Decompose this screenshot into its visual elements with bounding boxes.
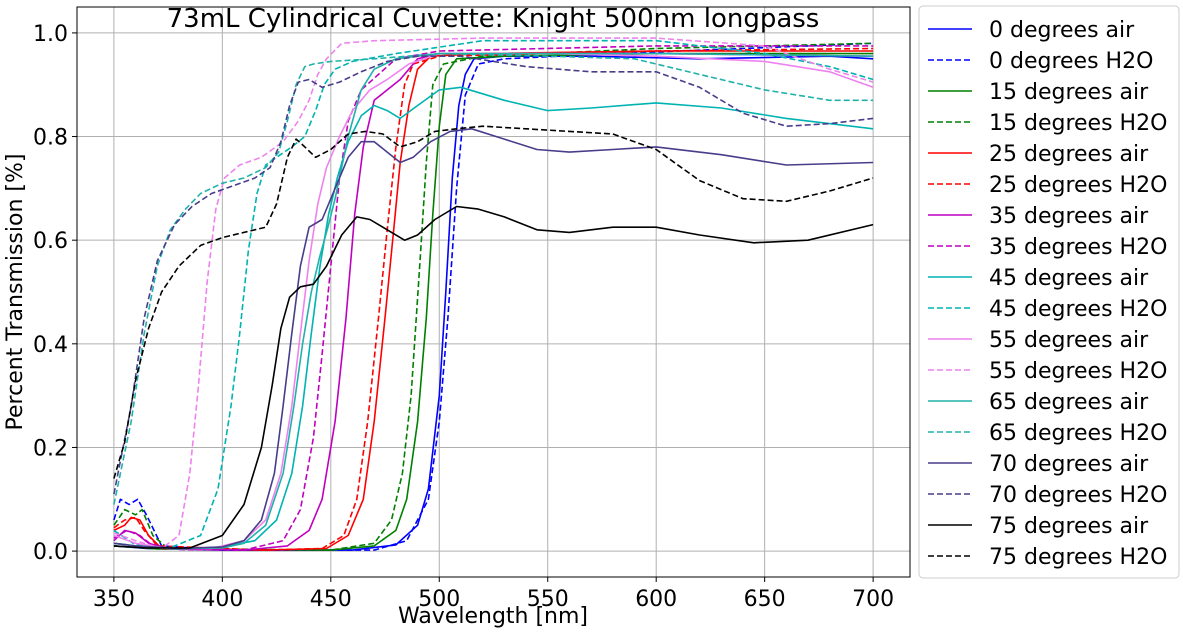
legend-label: 65 degrees air: [989, 390, 1149, 415]
series-line-11: [113, 37, 874, 550]
legend-label: 35 degrees air: [989, 204, 1149, 229]
x-tick-label: 650: [744, 587, 786, 612]
legend-label: 0 degrees air: [989, 18, 1135, 43]
y-axis-label: Percent Transmission [%]: [3, 154, 28, 431]
series-line-16: [113, 205, 874, 549]
x-tick-label: 400: [201, 587, 243, 612]
series-line-12: [113, 52, 874, 550]
x-axis-label: Wavelength [nm]: [398, 604, 588, 629]
x-tick-label: 500: [418, 587, 460, 612]
series-line-4: [113, 50, 874, 551]
legend-label: 0 degrees H2O: [989, 49, 1153, 74]
series-line-17: [113, 125, 874, 479]
legend-label: 15 degrees air: [989, 80, 1149, 105]
x-tick-label: 700: [852, 587, 894, 612]
legend-label: 25 degrees H2O: [989, 173, 1167, 198]
legend-label: 55 degrees H2O: [989, 359, 1167, 384]
series-line-5: [113, 47, 874, 551]
legend-label: 75 degrees air: [989, 514, 1149, 539]
series-line-9: [113, 39, 874, 550]
series-line-13: [113, 52, 874, 505]
legend-label: 65 degrees H2O: [989, 421, 1167, 446]
x-tick-label: 600: [635, 587, 677, 612]
x-tick-label: 450: [310, 587, 352, 612]
series-line-8: [113, 86, 874, 550]
grid: [77, 7, 910, 577]
legend-label: 55 degrees air: [989, 328, 1149, 353]
y-tick-label: 0.8: [33, 126, 68, 151]
series-line-14: [113, 128, 874, 550]
legend-label: 70 degrees air: [989, 452, 1149, 477]
legend-box: [918, 5, 1180, 579]
series-layer: [113, 37, 874, 551]
x-tick-label: 350: [93, 587, 135, 612]
chart-title: 73mL Cylindrical Cuvette: Knight 500nm l…: [167, 4, 820, 34]
legend-label: 45 degrees H2O: [989, 297, 1167, 322]
series-line-15: [113, 55, 874, 495]
series-line-2: [113, 52, 874, 551]
legend-label: 75 degrees H2O: [989, 545, 1167, 570]
y-tick-label: 0.0: [33, 540, 68, 565]
ticks: 350 400 450 500 550 600 650 700 0.0 0.2 0.4 0.6 0.8 1…: [33, 22, 894, 612]
legend-label: 25 degrees air: [989, 142, 1149, 167]
y-tick-label: 1.0: [33, 22, 68, 47]
legend-label: 70 degrees H2O: [989, 483, 1167, 508]
y-tick-label: 0.2: [33, 436, 68, 461]
x-tick-label: 550: [527, 587, 569, 612]
plot-frame: [76, 6, 911, 578]
legend: 0 degrees air 0 degrees H2O 15 degrees air…: [918, 5, 1180, 579]
series-line-1: [113, 42, 874, 551]
legend-label: 45 degrees air: [989, 266, 1149, 291]
y-tick-label: 0.6: [33, 229, 68, 254]
legend-label: 15 degrees H2O: [989, 111, 1167, 136]
series-line-3: [113, 42, 874, 551]
legend-label: 35 degrees H2O: [989, 235, 1167, 260]
y-tick-label: 0.4: [33, 333, 68, 358]
